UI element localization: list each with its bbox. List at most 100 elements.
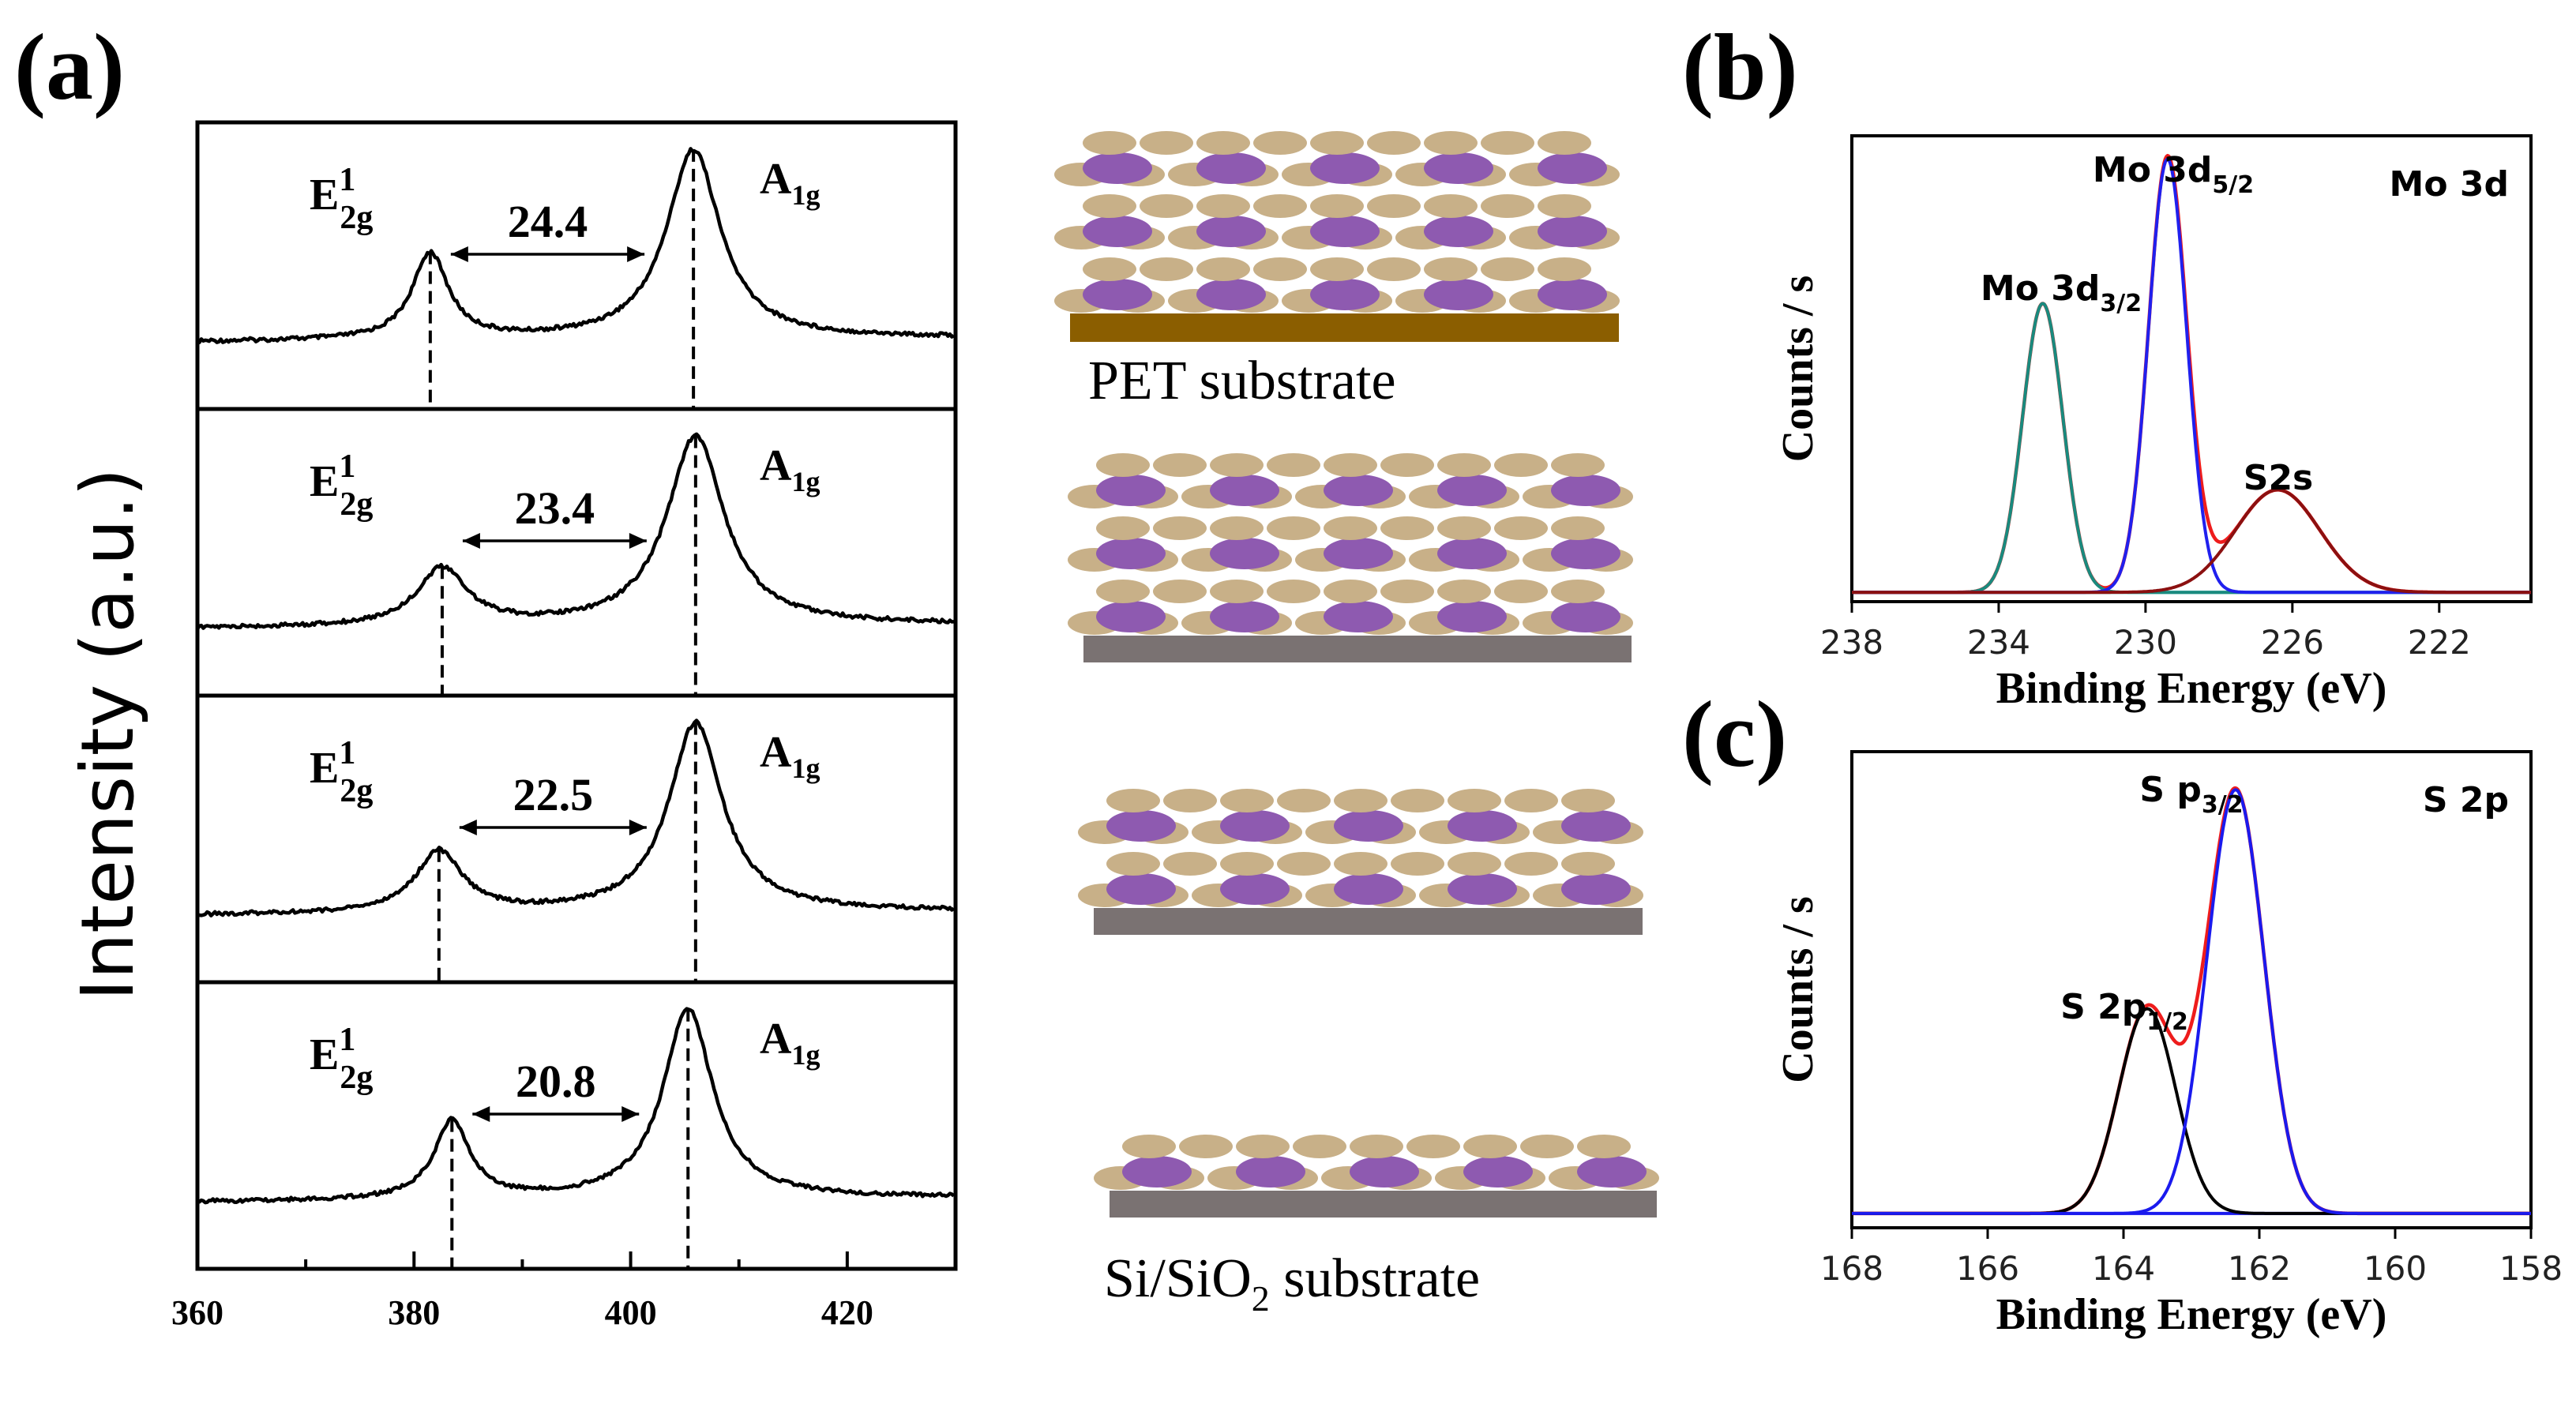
s-atom — [1196, 257, 1250, 281]
mo-atom — [1424, 216, 1493, 247]
mo-atom — [1083, 216, 1152, 247]
a1g-label: A1g — [760, 728, 820, 784]
s-atom — [1267, 516, 1320, 540]
xps-ylabel: Counts / s — [1774, 276, 1823, 463]
s-atom — [1140, 131, 1193, 155]
s-atom — [1153, 580, 1207, 603]
s-atom — [1424, 131, 1478, 155]
s-atom — [1153, 453, 1207, 477]
s-atom — [1277, 852, 1331, 876]
s-atom — [1083, 257, 1136, 281]
panel-label-a: (a) — [14, 14, 125, 119]
xps-peak-label: Mo 3d3/2 — [1981, 268, 2142, 317]
s-atom — [1334, 852, 1388, 876]
mo-atom — [1210, 538, 1279, 569]
mo-atom — [1350, 1156, 1419, 1188]
s-atom — [1106, 852, 1160, 876]
arrow-head-left — [450, 246, 468, 262]
panel-label-b: (b) — [1682, 14, 1798, 119]
raman-spectrum-line — [196, 432, 954, 630]
s-atom — [1494, 580, 1548, 603]
s-atom — [1551, 580, 1605, 603]
peak-separation-label: 22.5 — [513, 769, 594, 820]
s-atom — [1163, 789, 1217, 812]
substrate-layer — [1083, 636, 1632, 662]
s-atom — [1083, 131, 1136, 155]
mo-atom — [1210, 475, 1279, 506]
s-atom — [1538, 131, 1591, 155]
s-atom — [1293, 1135, 1346, 1158]
xps-component-curve — [1851, 157, 2532, 595]
peak-separation-label: 20.8 — [516, 1056, 596, 1107]
mo-atom — [1220, 873, 1290, 905]
s-atom — [1520, 1135, 1574, 1158]
panel-label-c: (c) — [1682, 681, 1787, 786]
mo-atom — [1083, 152, 1152, 184]
mo-atom — [1122, 1156, 1192, 1188]
s-atom — [1561, 789, 1615, 812]
xps-x-tick-label: 164 — [2092, 1249, 2155, 1288]
s-atom — [1551, 516, 1605, 540]
s-atom — [1163, 852, 1217, 876]
xps-x-tick-label: 166 — [1956, 1249, 2019, 1288]
s-atom — [1220, 789, 1274, 812]
mo-atom — [1448, 810, 1517, 842]
s-atom — [1220, 852, 1274, 876]
mo-atom — [1437, 538, 1507, 569]
s-atom — [1096, 516, 1150, 540]
xps-peak-label: S p3/2 — [2139, 770, 2243, 819]
xps-x-tick-label: 230 — [2114, 623, 2177, 662]
raman-spectrum-line — [197, 719, 956, 917]
s-atom — [1481, 257, 1534, 281]
xps-peak-label: Mo 3d5/2 — [2093, 150, 2254, 199]
s-atom — [1210, 453, 1264, 477]
mo-atom — [1096, 475, 1166, 506]
arrow-head-right — [621, 1105, 640, 1122]
mo-atom — [1310, 216, 1380, 247]
mo-atom — [1437, 475, 1507, 506]
xps-xlabel: Binding Energy (eV) — [1996, 664, 2387, 713]
a1g-label: A1g — [760, 155, 820, 211]
raman-ylabel: Intensity (a.u.) — [66, 468, 150, 1001]
mo-atom — [1324, 538, 1393, 569]
xps-component-curve — [1851, 302, 2532, 595]
mo-atom — [1561, 810, 1631, 842]
s-atom — [1437, 580, 1491, 603]
s-atom — [1538, 257, 1591, 281]
xps-component-curve — [1851, 1007, 2532, 1215]
s-atom — [1577, 1135, 1631, 1158]
mo-atom — [1437, 601, 1507, 632]
xps-x-tick-label: 168 — [1820, 1249, 1883, 1288]
substrate-layer — [1094, 908, 1643, 935]
s-atom — [1277, 789, 1331, 812]
mo-atom — [1096, 538, 1166, 569]
mo-atom — [1106, 873, 1176, 905]
xps-x-tick-label: 226 — [2261, 623, 2324, 662]
s-atom — [1380, 580, 1434, 603]
raman-x-tick-label: 380 — [388, 1293, 440, 1332]
s-atom — [1391, 852, 1444, 876]
s-atom — [1083, 194, 1136, 218]
arrow-head-right — [629, 819, 647, 835]
s-atom — [1448, 852, 1501, 876]
s-atom — [1267, 453, 1320, 477]
peak-separation-label: 23.4 — [515, 482, 595, 534]
mo-atom — [1538, 216, 1607, 247]
raman-spectrum-line — [196, 147, 955, 344]
s-atom — [1324, 516, 1377, 540]
s-atom — [1253, 194, 1307, 218]
mo-atom — [1561, 873, 1631, 905]
e2g-label: E1 2g — [310, 162, 373, 236]
arrow-head-left — [459, 819, 477, 835]
a1g-label: A1g — [760, 441, 820, 497]
s-atom — [1106, 789, 1160, 812]
xps-mo3d-chart: 238 234 230 226 222 Binding Energy (eV) Counts… — [1774, 134, 2533, 713]
mo-atom — [1334, 873, 1403, 905]
raman-x-tick-label: 360 — [171, 1293, 223, 1332]
s-atom — [1380, 516, 1434, 540]
mo-atom — [1551, 601, 1620, 632]
mo-atom — [1538, 152, 1607, 184]
s-atom — [1561, 852, 1615, 876]
xps-x-tick-label: 162 — [2228, 1249, 2291, 1288]
